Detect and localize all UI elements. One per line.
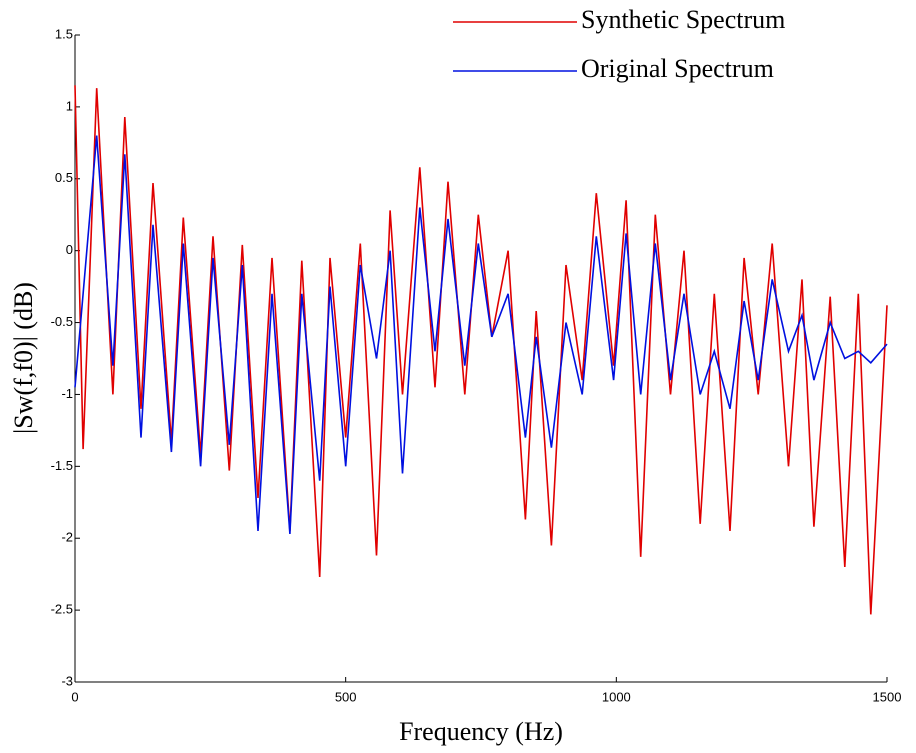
y-tick-label: 0.5 (55, 170, 73, 185)
legend-label: Original Spectrum (581, 54, 774, 83)
series-line (74, 85, 888, 615)
y-tick-label: 1.5 (55, 26, 73, 41)
x-tick-label: 0 (71, 689, 78, 704)
y-tick-label: 0 (66, 242, 73, 257)
x-tick-label: 500 (335, 689, 357, 704)
y-tick-label: -1.5 (51, 458, 73, 473)
y-tick-label: -0.5 (51, 314, 73, 329)
y-tick-label: -1 (61, 386, 73, 401)
x-tick-label: 1000 (602, 689, 631, 704)
y-tick-label: -2 (61, 530, 73, 545)
y-tick-label: 1 (66, 98, 73, 113)
x-axis-label: Frequency (Hz) (399, 717, 563, 746)
y-tick-label: -2.5 (51, 602, 73, 617)
series-line (74, 135, 888, 534)
legend-label: Synthetic Spectrum (581, 5, 785, 34)
y-axis-label: |Sw(f,f0)| (dB) (9, 282, 38, 434)
y-tick-label: -3 (61, 673, 73, 688)
x-tick-label: 1500 (873, 689, 902, 704)
